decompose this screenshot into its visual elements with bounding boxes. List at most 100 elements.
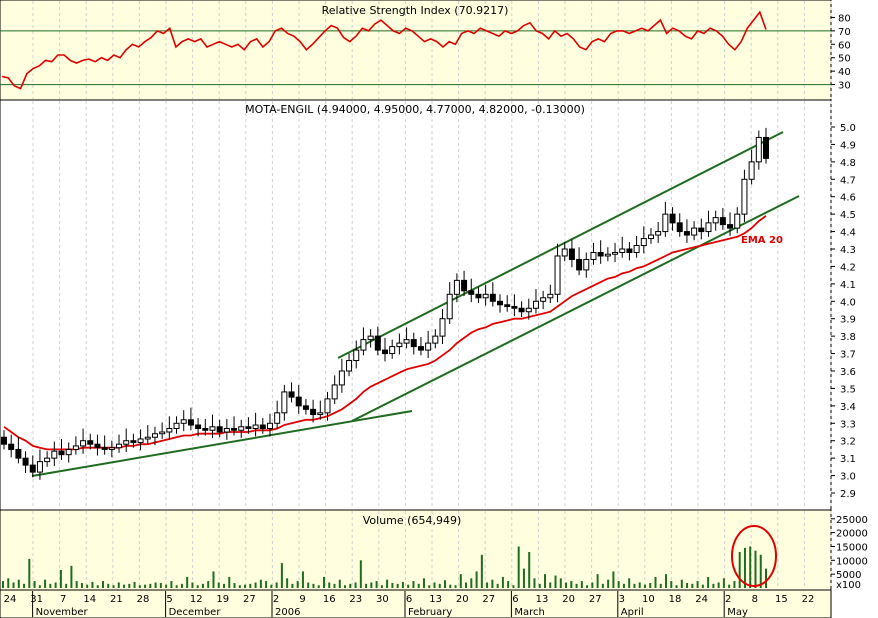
candle-body bbox=[755, 136, 762, 163]
candle-body bbox=[44, 457, 51, 463]
candle-body bbox=[425, 342, 432, 351]
rsi-panel: Relative Strength Index (70.9217) 80 70 60… bbox=[0, 0, 851, 101]
candle-body bbox=[698, 227, 705, 233]
lower-channel-trendline bbox=[351, 195, 800, 422]
price-y-tick-label: 3.5 bbox=[840, 384, 856, 395]
candle-body bbox=[583, 258, 590, 271]
candle-body bbox=[209, 426, 216, 431]
price-y-tick-label: 3.1 bbox=[840, 454, 856, 465]
price-y-tick-label: 3.0 bbox=[840, 472, 856, 483]
ema-20-label: EMA 20 bbox=[741, 235, 783, 246]
price-y-tick-label: 4.6 bbox=[840, 193, 856, 204]
candle-body bbox=[281, 391, 288, 414]
candle-body bbox=[187, 419, 194, 426]
candle-body bbox=[640, 238, 647, 247]
candle-body bbox=[58, 450, 65, 456]
price-y-tick-label: 3.4 bbox=[840, 402, 856, 413]
rsi-y-tick-label: 50 bbox=[838, 54, 851, 65]
candle-body bbox=[101, 447, 108, 450]
x-month-label: 2006 bbox=[275, 607, 300, 618]
candle-body bbox=[489, 293, 496, 302]
candle-body bbox=[576, 258, 583, 271]
price-y-tick-label: 3.6 bbox=[840, 367, 856, 378]
candle-body bbox=[748, 161, 755, 180]
candle-body bbox=[259, 424, 266, 430]
candle-body bbox=[741, 178, 748, 215]
x-tick-label: 23 bbox=[349, 594, 362, 605]
rsi-y-tick-label: 40 bbox=[838, 67, 851, 78]
candle-body bbox=[410, 339, 417, 348]
x-month-label: November bbox=[36, 607, 89, 618]
price-gridlines bbox=[32, 101, 832, 509]
x-tick-label: 30 bbox=[376, 594, 389, 605]
candle-body bbox=[389, 346, 396, 355]
candle-body bbox=[51, 450, 58, 459]
candle-body bbox=[540, 297, 547, 302]
candle-body bbox=[619, 248, 626, 253]
candle-body bbox=[202, 428, 209, 431]
candle-body bbox=[80, 440, 87, 447]
candle-body bbox=[432, 335, 439, 344]
x-tick-label: 2 bbox=[273, 594, 279, 605]
price-y-tick-label: 3.3 bbox=[840, 419, 856, 430]
x-axis: 24 31 7 14 21 28 5 12 19 27 2 9 16 23 30 6 13 20 27 6 13 20 27… bbox=[0, 589, 832, 618]
candle-body bbox=[245, 426, 252, 430]
x-tick-label: 6 bbox=[512, 594, 518, 605]
candle-body bbox=[22, 457, 29, 466]
x-tick-label: 24 bbox=[695, 594, 708, 605]
price-y-tick-label: 3.7 bbox=[840, 350, 856, 361]
candle-body bbox=[216, 426, 223, 433]
candle-body bbox=[382, 349, 388, 355]
volume-y-tick-label: 15000 bbox=[836, 542, 868, 553]
candle-body bbox=[475, 293, 482, 299]
price-y-tick-label: 4.3 bbox=[840, 245, 856, 256]
candle-body bbox=[151, 433, 158, 438]
price-y-tick-label: 4.8 bbox=[840, 158, 856, 169]
x-tick-label: 19 bbox=[216, 594, 229, 605]
candle-body bbox=[1, 436, 7, 445]
candle-body bbox=[597, 251, 604, 257]
x-tick-label: 27 bbox=[589, 594, 602, 605]
x-tick-label: 7 bbox=[60, 594, 66, 605]
x-tick-label: 16 bbox=[323, 594, 336, 605]
price-y-axis: 5.0 4.9 4.8 4.7 4.6 4.5 4.4 4.3 4.2 4.1 4.0 3.9 3.8 3… bbox=[831, 123, 856, 500]
candle-body bbox=[547, 293, 554, 299]
x-tick-label: 3 bbox=[619, 594, 625, 605]
candle-body bbox=[669, 213, 676, 224]
x-tick-label: 14 bbox=[83, 594, 96, 605]
candle-body bbox=[29, 464, 36, 473]
rsi-gridlines bbox=[32, 1, 832, 99]
rsi-title: Relative Strength Index (70.9217) bbox=[322, 4, 509, 17]
candle-body bbox=[302, 405, 309, 410]
candle-body bbox=[626, 248, 633, 253]
candle-body bbox=[396, 342, 403, 348]
candle-body bbox=[288, 391, 295, 398]
trend-lines bbox=[31, 131, 800, 477]
candle-body bbox=[338, 370, 345, 386]
x-tick-label: 22 bbox=[802, 594, 815, 605]
x-tick-label: 20 bbox=[456, 594, 469, 605]
volume-bars bbox=[2, 546, 767, 588]
candle-body bbox=[734, 213, 741, 229]
candle-body bbox=[453, 279, 460, 295]
price-panel-background bbox=[0, 99, 832, 511]
volume-y-tick-label: 10000 bbox=[836, 556, 868, 567]
x-tick-label: 27 bbox=[243, 594, 256, 605]
candle-body bbox=[705, 222, 712, 233]
volume-panel: Volume (654,949) 25000 20000 15000 10000 500… bbox=[0, 509, 868, 591]
candle-body bbox=[590, 251, 597, 260]
candle-body bbox=[266, 422, 273, 430]
candle-body bbox=[712, 217, 719, 224]
candle-body bbox=[662, 213, 669, 233]
price-candles bbox=[1, 127, 769, 480]
candle-body bbox=[482, 293, 489, 299]
candle-body bbox=[683, 231, 690, 236]
x-tick-label: 18 bbox=[669, 594, 682, 605]
candle-body bbox=[554, 255, 561, 295]
candle-body bbox=[130, 440, 137, 443]
candle-body bbox=[446, 293, 453, 320]
candle-body bbox=[403, 339, 410, 344]
candle-body bbox=[763, 136, 769, 159]
x-tick-label: 15 bbox=[775, 594, 788, 605]
